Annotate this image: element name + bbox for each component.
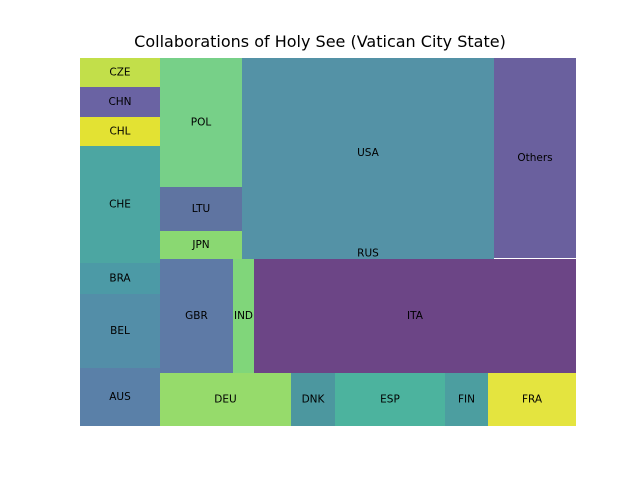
treemap-label-bra: BRA — [109, 273, 131, 285]
treemap-label-gbr: GBR — [185, 310, 208, 322]
treemap-cell-fin — [445, 373, 488, 426]
treemap-label-ita: ITA — [407, 310, 424, 322]
treemap-cell-rus — [242, 258, 494, 259]
treemap-cell-ita — [254, 259, 576, 373]
chart-title: Collaborations of Holy See (Vatican City… — [134, 32, 506, 51]
treemap-cell-chl — [80, 117, 160, 146]
treemap-label-ltu: LTU — [192, 203, 211, 215]
treemap-cell-others — [494, 58, 576, 258]
treemap-cell-pol — [160, 58, 242, 187]
treemap-cell-ltu — [160, 187, 242, 231]
treemap-cell-fra — [488, 373, 576, 426]
treemap-label-esp: ESP — [380, 394, 400, 406]
treemap-label-fin: FIN — [458, 394, 475, 406]
treemap-label-chl: CHL — [109, 126, 130, 138]
treemap-cell-esp — [335, 373, 445, 426]
treemap-cell-bra — [80, 263, 160, 294]
treemap-label-che: CHE — [109, 199, 131, 211]
treemap-cell-cze — [80, 58, 160, 87]
treemap-label-dnk: DNK — [302, 394, 326, 406]
treemap-label-fra: FRA — [522, 394, 543, 406]
treemap-label-rus: RUS — [357, 248, 379, 260]
treemap-cell-aus — [80, 368, 160, 426]
treemap-cell-bel — [80, 294, 160, 368]
treemap-label-aus: AUS — [109, 391, 131, 403]
treemap-label-deu: DEU — [214, 394, 236, 406]
treemap-label-bel: BEL — [110, 325, 130, 337]
treemap-cell-dnk — [291, 373, 335, 426]
treemap-cell-che — [80, 146, 160, 263]
treemap-label-jpn: JPN — [191, 239, 209, 251]
treemap-cell-deu — [160, 373, 291, 426]
treemap-label-cze: CZE — [109, 67, 130, 79]
treemap-cell-ind — [233, 259, 254, 373]
treemap-cell-usa — [242, 58, 494, 258]
treemap-label-pol: POL — [191, 117, 212, 129]
treemap-cell-gbr — [160, 259, 233, 373]
treemap-label-ind: IND — [234, 310, 253, 322]
treemap-label-chn: CHN — [108, 96, 131, 108]
treemap-cell-chn — [80, 87, 160, 117]
treemap-cell-jpn — [160, 231, 242, 259]
treemap-label-others: Others — [517, 152, 552, 164]
treemap-label-usa: USA — [357, 147, 380, 159]
